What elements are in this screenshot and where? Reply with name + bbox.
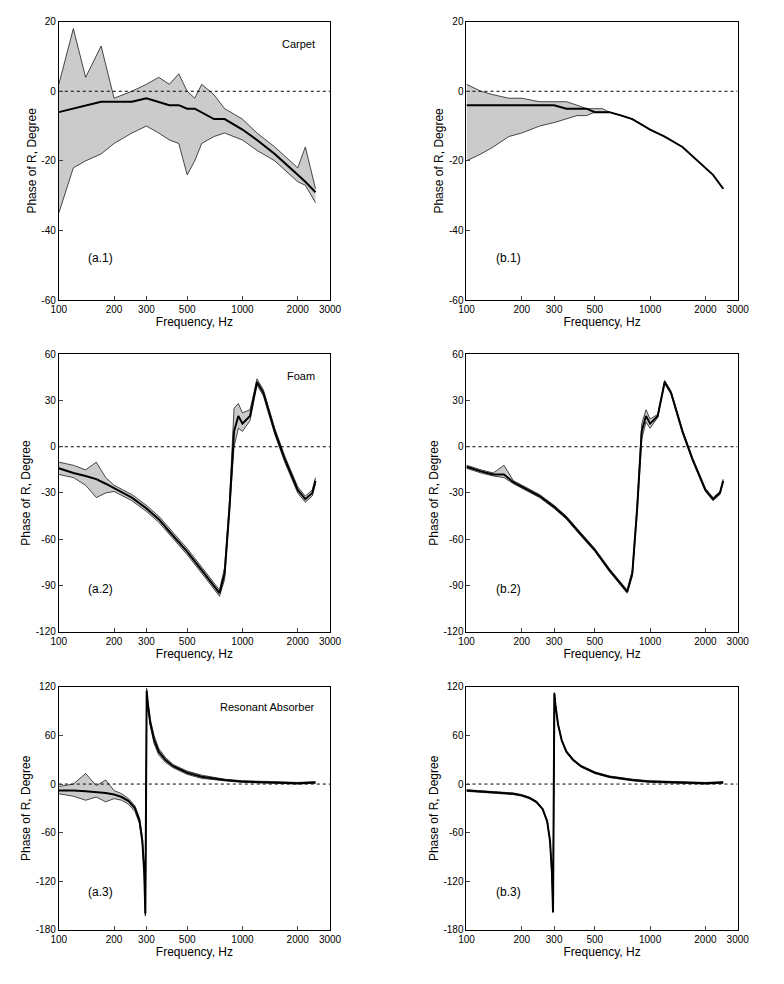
svg-text:120: 120	[39, 681, 56, 692]
svg-text:500: 500	[586, 304, 603, 315]
svg-text:60: 60	[45, 730, 57, 741]
svg-text:Phase of R, Degree: Phase of R, Degree	[25, 108, 39, 214]
svg-text:Carpet: Carpet	[282, 38, 315, 50]
svg-text:200: 200	[106, 934, 123, 945]
svg-text:-60: -60	[449, 295, 464, 306]
svg-text:200: 200	[106, 636, 123, 647]
svg-text:-120: -120	[36, 626, 56, 637]
svg-text:120: 120	[447, 681, 464, 692]
svg-text:20: 20	[45, 16, 57, 27]
svg-text:60: 60	[452, 730, 464, 741]
svg-text:-60: -60	[41, 827, 56, 838]
svg-text:-60: -60	[449, 827, 464, 838]
svg-text:500: 500	[586, 934, 603, 945]
svg-text:500: 500	[179, 304, 196, 315]
svg-text:300: 300	[546, 934, 563, 945]
svg-text:0: 0	[50, 779, 56, 790]
svg-text:500: 500	[179, 934, 196, 945]
svg-text:-60: -60	[41, 295, 56, 306]
svg-text:500: 500	[586, 636, 603, 647]
svg-text:1000: 1000	[231, 304, 254, 315]
svg-text:Phase of R, Degree: Phase of R, Degree	[427, 755, 441, 861]
svg-text:100: 100	[50, 304, 67, 315]
svg-text:1000: 1000	[231, 934, 254, 945]
svg-text:200: 200	[513, 934, 530, 945]
svg-text:0: 0	[458, 779, 464, 790]
svg-text:100: 100	[50, 934, 67, 945]
svg-text:-30: -30	[449, 487, 464, 498]
svg-text:3000: 3000	[319, 304, 342, 315]
svg-text:-30: -30	[41, 487, 56, 498]
svg-text:1000: 1000	[231, 636, 254, 647]
svg-text:Resonant Absorber: Resonant Absorber	[220, 701, 315, 713]
svg-text:-120: -120	[443, 876, 463, 887]
svg-text:-120: -120	[443, 626, 463, 637]
svg-text:30: 30	[45, 395, 57, 406]
svg-text:Foam: Foam	[287, 370, 315, 382]
svg-text:(b.2): (b.2)	[496, 582, 521, 596]
svg-text:Frequency, Hz: Frequency, Hz	[156, 647, 233, 661]
svg-text:100: 100	[458, 934, 475, 945]
svg-text:0: 0	[458, 86, 464, 97]
svg-text:3000: 3000	[727, 934, 750, 945]
svg-text:0: 0	[50, 441, 56, 452]
svg-text:200: 200	[513, 636, 530, 647]
svg-text:3000: 3000	[727, 636, 750, 647]
svg-text:2000: 2000	[287, 636, 310, 647]
svg-text:Frequency, Hz: Frequency, Hz	[564, 647, 641, 661]
svg-text:(a.2): (a.2)	[88, 582, 113, 596]
svg-text:Phase of R, Degree: Phase of R, Degree	[19, 440, 33, 546]
svg-text:-40: -40	[449, 225, 464, 236]
svg-text:(b.1): (b.1)	[496, 251, 521, 265]
svg-text:100: 100	[458, 304, 475, 315]
svg-text:60: 60	[452, 349, 464, 360]
svg-text:100: 100	[458, 636, 475, 647]
svg-text:-90: -90	[449, 580, 464, 591]
svg-text:300: 300	[546, 636, 563, 647]
svg-text:500: 500	[179, 636, 196, 647]
svg-text:(a.1): (a.1)	[88, 251, 113, 265]
svg-text:-40: -40	[41, 225, 56, 236]
svg-text:Phase of R, Degree: Phase of R, Degree	[427, 440, 441, 546]
svg-text:60: 60	[45, 349, 57, 360]
svg-text:1000: 1000	[639, 934, 662, 945]
svg-text:Frequency, Hz: Frequency, Hz	[564, 945, 641, 959]
svg-text:300: 300	[138, 304, 155, 315]
svg-text:1000: 1000	[639, 636, 662, 647]
svg-text:(a.3): (a.3)	[88, 885, 113, 899]
svg-text:-20: -20	[449, 155, 464, 166]
svg-text:2000: 2000	[694, 304, 717, 315]
svg-text:Frequency, Hz: Frequency, Hz	[156, 315, 233, 329]
svg-text:0: 0	[458, 441, 464, 452]
svg-text:3000: 3000	[319, 934, 342, 945]
svg-text:2000: 2000	[694, 636, 717, 647]
svg-text:2000: 2000	[287, 934, 310, 945]
svg-text:2000: 2000	[287, 304, 310, 315]
svg-text:-180: -180	[36, 924, 56, 935]
svg-text:-20: -20	[41, 155, 56, 166]
svg-text:3000: 3000	[319, 636, 342, 647]
svg-text:300: 300	[138, 636, 155, 647]
svg-text:0: 0	[50, 86, 56, 97]
svg-text:30: 30	[452, 395, 464, 406]
svg-text:2000: 2000	[694, 934, 717, 945]
svg-text:1000: 1000	[639, 304, 662, 315]
svg-text:300: 300	[546, 304, 563, 315]
svg-text:-90: -90	[41, 580, 56, 591]
svg-text:20: 20	[452, 16, 464, 27]
svg-text:200: 200	[106, 304, 123, 315]
svg-text:-120: -120	[36, 876, 56, 887]
svg-text:Frequency, Hz: Frequency, Hz	[156, 945, 233, 959]
svg-text:(b.3): (b.3)	[496, 885, 521, 899]
svg-text:-60: -60	[41, 534, 56, 545]
svg-text:-60: -60	[449, 534, 464, 545]
svg-text:200: 200	[513, 304, 530, 315]
svg-text:300: 300	[138, 934, 155, 945]
svg-text:3000: 3000	[727, 304, 750, 315]
svg-text:Frequency, Hz: Frequency, Hz	[564, 315, 641, 329]
svg-text:Phase of R, Degree: Phase of R, Degree	[19, 755, 33, 861]
svg-text:Phase of R, Degree: Phase of R, Degree	[432, 108, 446, 214]
svg-text:100: 100	[50, 636, 67, 647]
svg-text:-180: -180	[443, 924, 463, 935]
